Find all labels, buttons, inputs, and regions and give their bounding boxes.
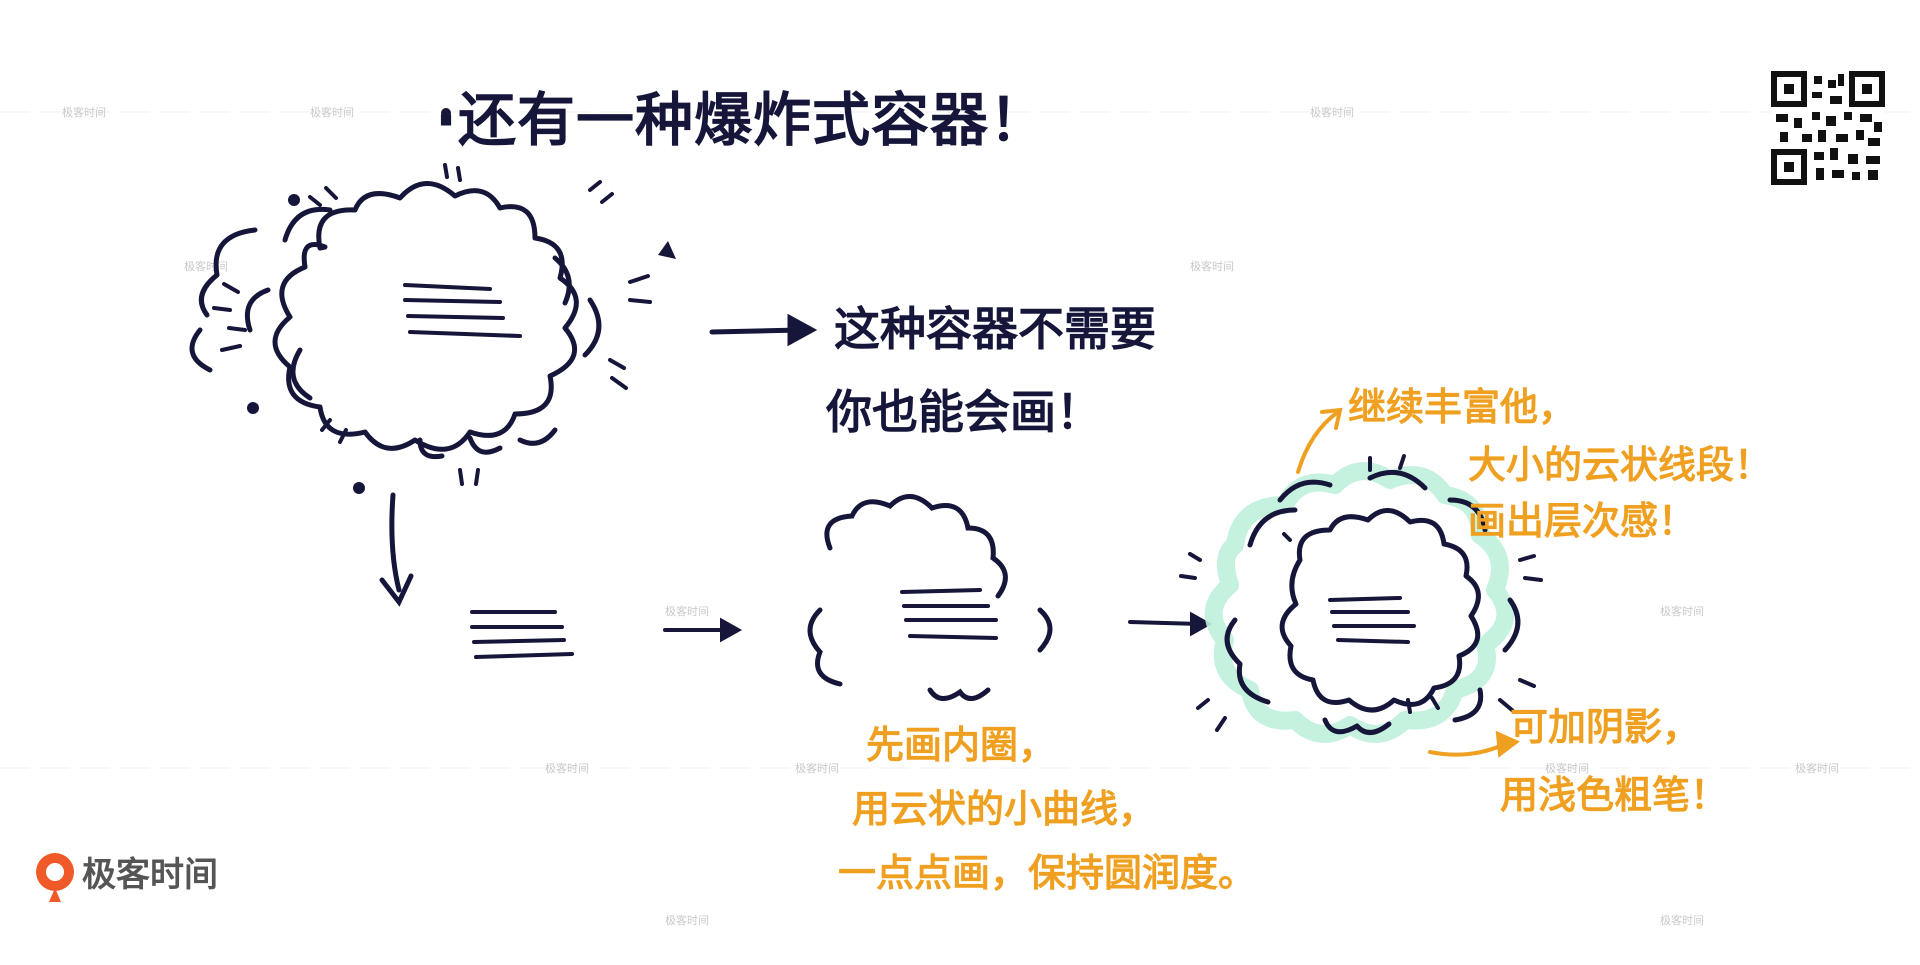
watermark-text: 极客时间 xyxy=(665,913,709,927)
watermark-text: 极客时间 xyxy=(545,761,589,775)
step-3-shadow xyxy=(1204,462,1515,743)
watermark-text: 极客时间 xyxy=(1310,105,1354,119)
note-bottom-line-1: 先画内圈， xyxy=(866,723,1056,767)
watermark-text: 极客时间 xyxy=(1660,604,1704,618)
watermark-text: 极客时间 xyxy=(1190,259,1234,273)
note-bottom-line-3: 一点点画，保持圆润度。 xyxy=(838,851,1256,895)
watermark-text: 极客时间 xyxy=(1660,913,1704,927)
dot-marks xyxy=(247,108,676,494)
brand-logo: 极客时间 xyxy=(36,853,218,902)
explosion-container-large xyxy=(189,163,652,486)
step-3-explosion xyxy=(1179,454,1543,735)
note-top-right-line-1: 继续丰富他， xyxy=(1348,385,1576,429)
page-title: ·还有一种爆炸式容器！ xyxy=(435,86,1048,154)
note-right-line-1: 这种容器不需要 xyxy=(834,302,1156,356)
qr-code-icon xyxy=(1771,71,1885,185)
watermark-text: 极客时间 xyxy=(1795,761,1839,775)
note-shadow-line-2: 用浅色粗笔！ xyxy=(1500,773,1728,817)
watermark-text: 极客时间 xyxy=(184,259,228,273)
watermark-layer: 极客时间 极客时间 极客时间 极客时间 极客时间 极客时间 极客时间 极客时间 … xyxy=(0,105,1920,927)
geektime-logo-icon xyxy=(36,853,74,902)
watermark-text: 极客时间 xyxy=(665,604,709,618)
arrow-down-icon xyxy=(379,492,414,607)
note-shadow-line-1: 可加阴影， xyxy=(1510,705,1700,749)
arrow-right-icon xyxy=(1128,611,1213,637)
note-top-right-line-3: 画出层次感！ xyxy=(1468,499,1696,543)
watermark-text: 极客时间 xyxy=(1545,761,1589,775)
step-1-text-lines xyxy=(470,610,574,659)
watermark-text: 极客时间 xyxy=(62,105,106,119)
watermark-text: 极客时间 xyxy=(795,761,839,775)
arrow-right-icon xyxy=(663,617,743,643)
note-top-right-line-2: 大小的云状线段！ xyxy=(1468,443,1772,487)
arrow-right-icon xyxy=(709,313,818,347)
note-bottom-line-2: 用云状的小曲线， xyxy=(852,787,1156,831)
step-2-inner-cloud xyxy=(807,494,1053,701)
note-right-line-2: 你也能会画！ xyxy=(825,385,1102,439)
orange-arrow-right-icon xyxy=(1428,730,1520,758)
orange-arrow-up-icon xyxy=(1296,407,1343,474)
brand-name: 极客时间 xyxy=(82,855,218,895)
watermark-text: 极客时间 xyxy=(310,105,354,119)
